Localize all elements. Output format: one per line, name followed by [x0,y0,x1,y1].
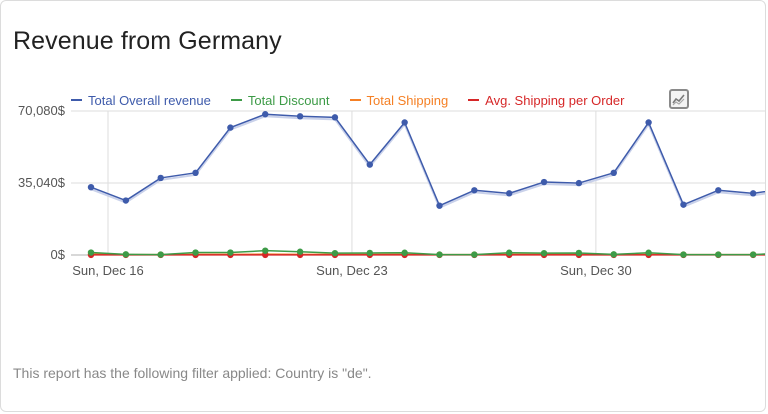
data-point [506,190,513,197]
legend-item-total-shipping[interactable]: Total Shipping [349,92,449,108]
data-point [540,178,548,186]
y-tick-label: 70,080$ [18,103,66,118]
legend-label: Total Shipping [366,92,449,108]
filter-note: This report has the following filter app… [13,365,372,381]
data-point [157,251,164,258]
legend-swatch [230,99,242,101]
x-tick-label: Sun, Dec 16 [72,263,144,278]
data-point [262,111,269,118]
data-point [331,114,339,121]
legend-item-avg-shipping-per-order[interactable]: Avg. Shipping per Order [468,93,624,108]
data-point [506,249,513,256]
data-point [749,251,757,258]
data-point [401,119,408,126]
data-point [471,251,478,258]
chart-legend: Total Overall revenue Total Discount Tot… [71,91,644,109]
data-point [122,251,130,258]
data-point [610,169,617,177]
data-point [610,251,617,258]
legend-item-total-discount[interactable]: Total Discount [230,92,330,108]
x-tick-label: Sun, Dec 23 [316,263,388,278]
data-point [192,169,199,177]
data-point [87,183,95,191]
data-point [331,249,339,257]
data-point [575,179,583,187]
data-point [296,113,304,120]
data-point [715,187,722,194]
data-point [366,249,373,257]
chart-type-toggle-button[interactable] [669,89,689,109]
data-point [296,248,304,255]
series-line [90,113,765,207]
data-point [436,251,443,258]
data-point [749,190,757,197]
series-line [90,249,765,256]
data-point [262,247,269,254]
data-point [680,201,687,208]
data-point [122,197,130,204]
legend-label: Total Overall revenue [88,92,211,108]
legend-label: Avg. Shipping per Order [485,92,625,108]
data-point [227,249,234,256]
data-point [192,249,199,256]
data-point [436,202,443,209]
data-point [157,174,164,182]
data-point [715,251,722,258]
data-point [680,251,687,258]
legend-item-total-overall-revenue[interactable]: Total Overall revenue [71,93,211,108]
y-tick-label: 35,040$ [18,175,66,190]
y-tick-label: 0$ [51,247,66,262]
line-chart-icon [672,94,685,106]
data-point [227,124,234,131]
legend-swatch [468,99,480,101]
data-point [645,119,652,126]
data-point [471,187,478,194]
line-chart: 70,080$ 35,040$ 0$ Sun, Dec 16 Sun, Dec 23 Su… [18,103,765,278]
data-point [645,249,652,256]
legend-swatch [71,99,82,101]
data-point [87,249,95,256]
x-tick-label: Sun, Dec 30 [560,263,632,278]
series-line-shadow [90,115,765,210]
data-point [575,249,583,257]
data-point [401,249,408,256]
legend-label: Total Discount [247,92,330,108]
data-point [540,249,548,257]
report-title: Revenue from Germany [13,27,282,55]
data-point [366,161,373,168]
legend-swatch [349,99,361,101]
